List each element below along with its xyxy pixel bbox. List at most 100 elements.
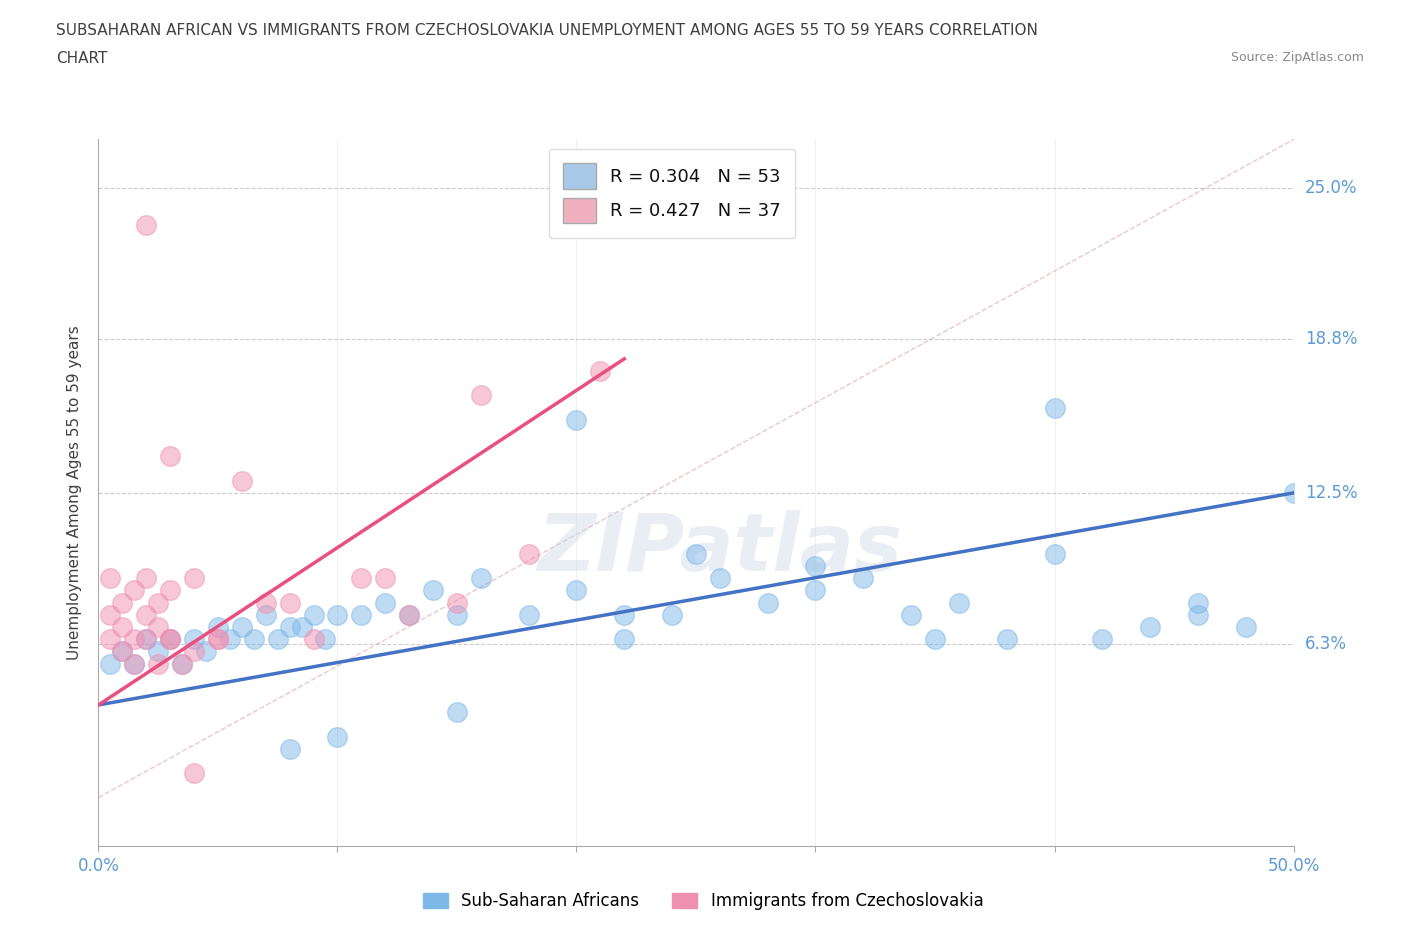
Point [231,473,253,488]
Point [470,388,492,403]
Point [207,631,229,646]
Point [207,619,229,634]
Point [135,631,157,646]
Point [98,656,122,671]
Point [278,741,301,756]
Point [517,547,540,562]
Point [135,607,157,622]
Y-axis label: Unemployment Among Ages 55 to 59 years: Unemployment Among Ages 55 to 59 years [67,326,83,660]
Point [243,631,266,646]
Point [326,729,349,744]
Point [98,607,122,622]
Point [219,631,242,646]
Point [148,656,170,671]
Point [159,449,181,464]
Point [900,607,922,622]
Point [111,644,134,658]
Point [124,631,146,646]
Point [135,631,157,646]
Text: Source: ZipAtlas.com: Source: ZipAtlas.com [1230,51,1364,64]
Point [302,607,325,622]
Point [1234,619,1257,634]
Point [278,619,301,634]
Point [135,218,157,232]
Point [254,607,277,622]
Point [183,571,205,586]
Point [350,607,373,622]
Point [315,631,337,646]
Point [124,656,146,671]
Point [565,412,588,427]
Point [207,631,229,646]
Point [148,595,170,610]
Point [422,583,444,598]
Point [111,595,134,610]
Point [194,644,217,658]
Point [995,631,1018,646]
Point [613,631,636,646]
Point [172,656,194,671]
Text: SUBSAHARAN AFRICAN VS IMMIGRANTS FROM CZECHOSLOVAKIA UNEMPLOYMENT AMONG AGES 55 : SUBSAHARAN AFRICAN VS IMMIGRANTS FROM CZ… [56,23,1038,38]
Point [1282,485,1305,500]
Point [1187,607,1209,622]
Point [374,571,396,586]
Point [267,631,290,646]
Point [290,619,312,634]
Point [350,571,373,586]
Point [948,595,970,610]
Point [254,595,277,610]
Point [589,364,612,379]
Point [1091,631,1114,646]
Point [756,595,779,610]
Point [613,607,636,622]
Point [470,571,492,586]
Point [98,631,122,646]
Point [565,583,588,598]
Point [446,595,468,610]
Point [1043,400,1066,415]
Point [302,631,325,646]
Point [172,656,194,671]
Point [517,607,540,622]
Point [159,631,181,646]
Point [446,607,468,622]
Point [374,595,396,610]
Point [183,631,205,646]
Point [278,595,301,610]
Point [446,705,468,720]
Point [135,571,157,586]
Point [1043,547,1066,562]
Point [661,607,683,622]
Point [804,583,827,598]
Point [685,547,707,562]
Text: ZIPatlas: ZIPatlas [537,511,903,589]
Point [398,607,420,622]
Point [159,631,181,646]
Text: 18.8%: 18.8% [1305,330,1357,349]
Legend: Sub-Saharan Africans, Immigrants from Czechoslovakia: Sub-Saharan Africans, Immigrants from Cz… [416,885,990,917]
Point [231,619,253,634]
Point [326,607,349,622]
Point [924,631,946,646]
Point [111,644,134,658]
Text: CHART: CHART [56,51,108,66]
Point [183,644,205,658]
Point [398,607,420,622]
Point [124,656,146,671]
Point [148,619,170,634]
Point [111,619,134,634]
Point [852,571,875,586]
Point [159,583,181,598]
Point [709,571,731,586]
Text: 25.0%: 25.0% [1305,179,1357,197]
Point [1139,619,1161,634]
Text: 12.5%: 12.5% [1305,484,1357,502]
Point [98,571,122,586]
Point [148,644,170,658]
Text: 6.3%: 6.3% [1305,635,1347,653]
Point [1187,595,1209,610]
Point [804,559,827,574]
Point [124,583,146,598]
Point [183,765,205,780]
Legend: R = 0.304   N = 53, R = 0.427   N = 37: R = 0.304 N = 53, R = 0.427 N = 37 [548,149,796,237]
